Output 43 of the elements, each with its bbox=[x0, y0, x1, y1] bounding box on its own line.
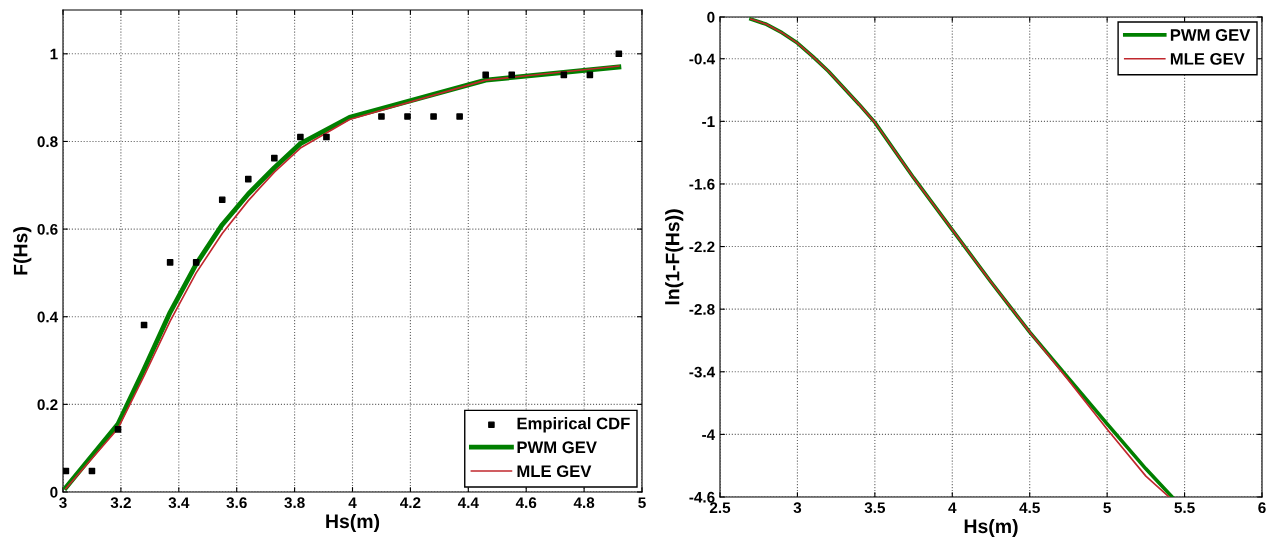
y-tick-label: -4 bbox=[702, 429, 716, 440]
x-tick-label: 4.2 bbox=[400, 497, 421, 508]
x-tick-label: 5.5 bbox=[1174, 502, 1195, 514]
legend-label: Empirical CDF bbox=[517, 417, 630, 433]
x-tick-label: 3 bbox=[793, 502, 802, 514]
y-tick-label: 0.2 bbox=[37, 399, 58, 411]
y-tick-label: 1 bbox=[50, 48, 58, 60]
x-tick-label: 5 bbox=[638, 497, 646, 509]
x-tick-label: 6 bbox=[1258, 502, 1266, 514]
x-tick-label: 3 bbox=[59, 497, 67, 509]
x-axis-title: Hs(m) bbox=[964, 518, 1018, 538]
x-tick-label: 4.5 bbox=[1019, 502, 1040, 514]
legend-label: MLE GEV bbox=[1170, 52, 1245, 65]
y-tick-label: -4.6 bbox=[689, 491, 715, 503]
y-tick-label: -1.6 bbox=[689, 178, 715, 190]
y-axis-title: F(Hs) bbox=[13, 227, 32, 275]
legend-label: MLE GEV bbox=[517, 465, 592, 478]
x-tick-label: 3.4 bbox=[168, 497, 190, 509]
y-axis-title: ln(1-F(Hs)) bbox=[665, 209, 684, 305]
y-tick-label: 0 bbox=[50, 486, 58, 498]
x-tick-label: 3.6 bbox=[226, 497, 247, 509]
x-tick-label: 5 bbox=[1103, 502, 1111, 514]
y-tick-label: 0.8 bbox=[37, 136, 58, 148]
y-tick-label: -2.2 bbox=[689, 241, 715, 253]
y-tick-label: 0.6 bbox=[37, 223, 58, 235]
y-tick-label: -3.4 bbox=[689, 366, 716, 378]
x-tick-label: 4.4 bbox=[457, 497, 479, 508]
y-tick-label: -2.8 bbox=[689, 304, 715, 315]
x-tick-label: 3.2 bbox=[110, 497, 131, 509]
y-tick-label: 0.4 bbox=[37, 311, 59, 323]
x-tick-label: 2.5 bbox=[709, 502, 731, 514]
legend-label: PWM GEV bbox=[517, 441, 597, 454]
x-tick-label: 3.8 bbox=[284, 497, 305, 509]
y-tick-label: -1 bbox=[702, 116, 715, 127]
y-tick-label: -0.4 bbox=[689, 53, 716, 65]
x-tick-label: 4 bbox=[948, 502, 957, 513]
y-tick-label: 0 bbox=[707, 11, 715, 23]
x-tick-label: 4.8 bbox=[573, 497, 595, 509]
x-tick-label: 4.6 bbox=[515, 497, 537, 509]
x-tick-label: 4 bbox=[348, 497, 357, 508]
x-tick-label: 3.5 bbox=[864, 502, 886, 514]
x-axis-title: Hs(m) bbox=[326, 513, 380, 533]
legend-label: PWM GEV bbox=[1170, 29, 1251, 41]
